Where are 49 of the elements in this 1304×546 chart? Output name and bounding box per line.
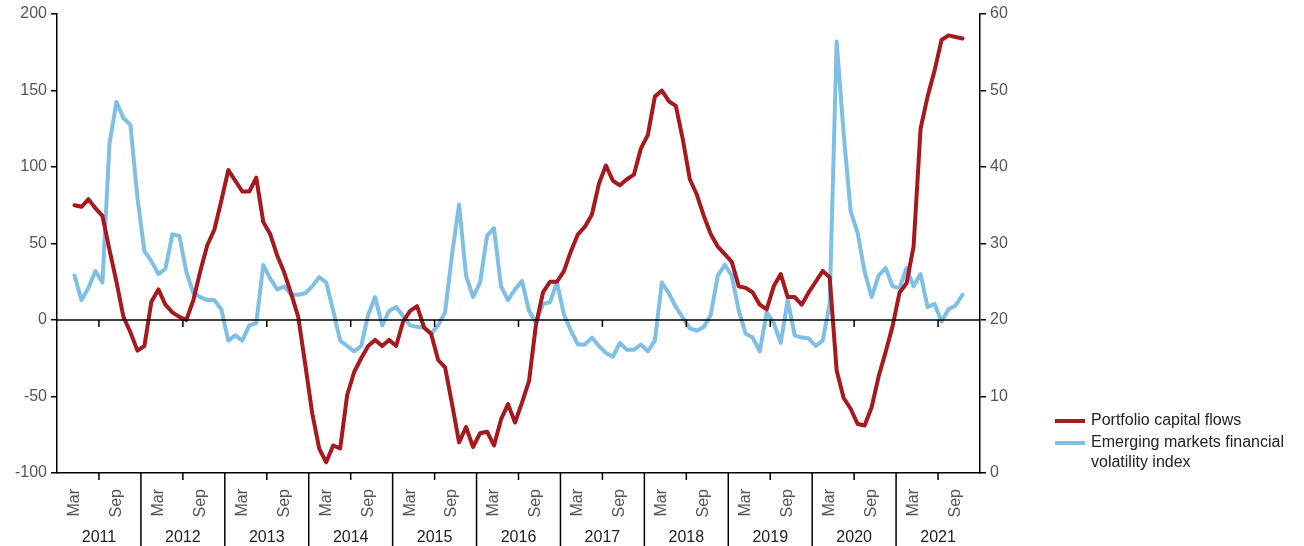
y2-tick-label: 20 — [990, 310, 1008, 328]
text: 2015 — [416, 528, 453, 545]
y2-tick-label: 10 — [990, 386, 1008, 404]
x-tick-label: Sep — [945, 488, 963, 518]
x-tick-label: Sep — [274, 488, 292, 518]
text: 2020 — [836, 528, 873, 545]
x-tick-label: Sep — [694, 488, 712, 518]
y-tick-label: -50 — [23, 386, 48, 404]
x-tick-label: Sep — [358, 488, 376, 518]
text: 2019 — [752, 528, 789, 545]
legend-label: Portfolio capital flows — [1091, 410, 1242, 430]
text: 2014 — [332, 528, 369, 545]
x-tick-label: Mar — [316, 488, 334, 517]
y2-tick-label: 60 — [990, 4, 1008, 22]
y-tick-label: 100 — [20, 157, 48, 175]
x-tick-label: Mar — [148, 488, 166, 517]
x-tick-label: Sep — [862, 488, 880, 518]
x-tick-label: Mar — [232, 488, 250, 517]
text: 2012 — [165, 528, 201, 545]
x-tick-label: Mar — [484, 488, 502, 517]
x-tick-label: Mar — [64, 488, 82, 517]
y2-tick-label: 0 — [990, 463, 999, 481]
x-tick-label: Sep — [610, 488, 628, 518]
x-tick-label: Mar — [652, 488, 670, 517]
x-tick-label: Sep — [526, 488, 544, 518]
y-tick-label: 50 — [29, 233, 48, 251]
text: 2016 — [500, 528, 537, 545]
x-tick-label: Sep — [190, 488, 208, 518]
y-tick-label: -100 — [14, 463, 48, 481]
y-tick-label: 150 — [20, 80, 48, 98]
text: 2013 — [248, 528, 285, 545]
x-tick-label: Sep — [106, 488, 124, 518]
text: 2017 — [584, 528, 621, 545]
legend-label: Emerging markets financial volatility index — [1091, 432, 1285, 472]
x-tick-label: Sep — [778, 488, 796, 518]
text: 2011 — [81, 528, 117, 545]
y-tick-label: 200 — [20, 4, 48, 22]
y2-tick-label: 50 — [990, 80, 1008, 98]
x-tick-label: Mar — [820, 488, 838, 517]
text: 2021 — [920, 528, 956, 545]
text: 2018 — [668, 528, 705, 545]
x-tick-label: Mar — [568, 488, 586, 517]
x-tick-label: Mar — [400, 488, 418, 517]
y-tick-label: 0 — [38, 310, 48, 328]
x-tick-label: Mar — [736, 488, 754, 517]
x-tick-label: Sep — [442, 488, 460, 518]
y2-tick-label: 30 — [990, 233, 1008, 251]
y2-tick-label: 40 — [990, 157, 1008, 175]
x-tick-label: Mar — [903, 488, 921, 517]
